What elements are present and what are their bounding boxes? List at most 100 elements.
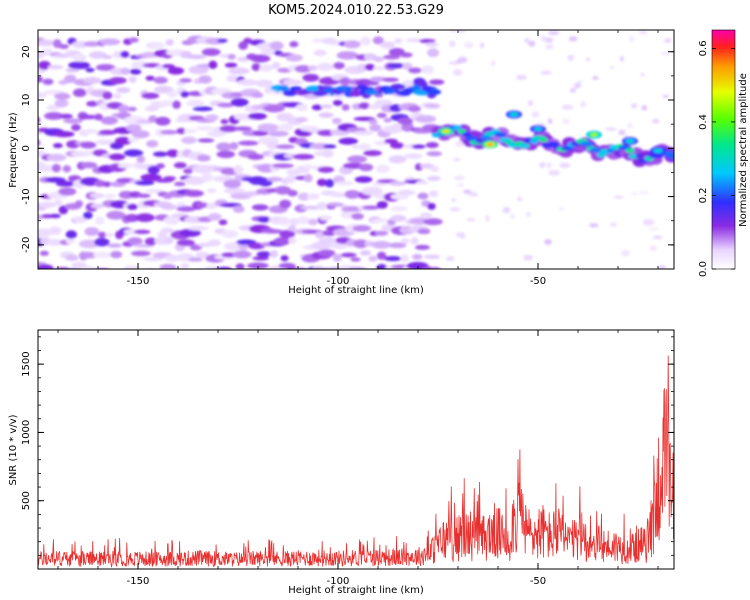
heatmap-cell	[180, 90, 190, 98]
heatmap-cell	[386, 63, 407, 69]
heatmap-cell	[333, 62, 345, 70]
heatmap-cell	[443, 129, 449, 133]
heatmap-cell	[54, 99, 69, 108]
heatmap-cell	[368, 255, 378, 262]
heatmap-cell	[207, 239, 221, 247]
heatmap-cell	[120, 67, 131, 75]
heatmap-cell	[54, 92, 71, 100]
heatmap-cell	[540, 70, 552, 75]
heatmap-cell	[410, 84, 422, 91]
heatmap-cell	[523, 254, 533, 261]
heatmap-cell	[320, 104, 333, 109]
colorbar-gradient	[712, 30, 735, 269]
heatmap-cell	[589, 223, 599, 228]
heatmap-cell	[252, 130, 269, 136]
heatmap-cell	[259, 64, 274, 72]
heatmap-cell	[449, 30, 459, 33]
heatmap-x-tick-label: -150	[127, 276, 150, 287]
heatmap-cell	[577, 80, 583, 84]
heatmap-cell	[279, 216, 290, 226]
heatmap-cell	[466, 218, 476, 222]
heatmap-y-tick-label: -20	[21, 237, 32, 253]
heatmap-cell	[277, 123, 294, 132]
heatmap-cell	[591, 133, 597, 137]
heatmap-cell	[335, 181, 354, 186]
heatmap-cell	[133, 229, 151, 235]
heatmap-cell	[173, 181, 186, 187]
heatmap-cell	[546, 44, 552, 51]
snr-x-axis-label: Height of straight line (km)	[288, 585, 424, 596]
heatmap-cell	[323, 144, 337, 149]
heatmap-cell	[397, 189, 416, 196]
heatmap-cell	[642, 218, 655, 226]
heatmap-cell	[279, 229, 296, 239]
heatmap-cell	[257, 216, 271, 223]
heatmap-cell	[112, 93, 122, 99]
heatmap-cell	[228, 67, 250, 75]
heatmap-cell	[429, 190, 439, 198]
heatmap-cell	[319, 215, 332, 221]
heatmap-cell	[74, 200, 84, 208]
heatmap-cell	[287, 91, 293, 96]
heatmap-cell	[252, 256, 269, 261]
heatmap-cell	[152, 42, 165, 49]
heatmap-cell	[390, 214, 407, 222]
heatmap-cell	[494, 132, 507, 138]
heatmap-cell	[58, 187, 77, 196]
heatmap-cell	[376, 264, 387, 269]
heatmap-cell	[580, 101, 586, 108]
heatmap-cell	[152, 151, 168, 157]
heatmap-cell	[350, 257, 361, 262]
heatmap-cell	[316, 178, 327, 187]
heatmap-cell	[376, 251, 387, 260]
heatmap-cell	[371, 240, 391, 249]
heatmap-cell	[314, 231, 326, 239]
heatmap-cell	[399, 52, 413, 58]
heatmap-cell	[250, 54, 271, 63]
heatmap-cell	[353, 130, 374, 136]
heatmap-cell	[335, 91, 341, 96]
heatmap-cell	[628, 35, 635, 43]
heatmap-cells	[38, 30, 674, 269]
heatmap-cell	[410, 237, 419, 245]
heatmap-cell	[78, 114, 99, 120]
heatmap-x-ticks: -150 -100 -50	[57, 30, 659, 287]
heatmap-cell	[525, 211, 532, 218]
heatmap-cell	[384, 256, 402, 262]
heatmap-cell	[426, 151, 443, 157]
heatmap-cell	[648, 226, 660, 231]
heatmap-cell	[147, 165, 160, 175]
heatmap-cell	[44, 112, 64, 120]
heatmap-cell	[518, 143, 531, 149]
heatmap-cell	[153, 85, 174, 94]
heatmap-cell	[94, 238, 110, 247]
heatmap-cell	[236, 79, 259, 86]
heatmap-cell	[414, 244, 431, 250]
heatmap-cell	[262, 229, 284, 234]
heatmap-cell	[38, 117, 41, 124]
heatmap-cell	[145, 75, 155, 81]
heatmap-cell	[176, 206, 196, 212]
heatmap-cell	[197, 138, 215, 143]
heatmap-cell	[39, 250, 49, 256]
heatmap-cell	[226, 75, 239, 83]
heatmap-cell	[136, 193, 151, 198]
heatmap-cell	[233, 126, 253, 131]
heatmap-cell	[55, 266, 71, 269]
heatmap-cell	[216, 266, 232, 269]
heatmap-cell	[562, 118, 570, 125]
heatmap-cell	[293, 86, 299, 91]
heatmap-cell	[280, 255, 289, 262]
heatmap-cell	[180, 263, 190, 269]
heatmap-cell	[354, 176, 373, 183]
colorbar-tick-label: 0.4	[698, 114, 709, 130]
heatmap-cell	[407, 105, 422, 113]
heatmap-x-tick-label: -50	[530, 276, 546, 287]
heatmap-cell	[99, 38, 121, 46]
heatmap-cell	[183, 189, 204, 197]
heatmap-cell	[223, 242, 244, 251]
colorbar-frame	[711, 29, 736, 270]
heatmap-cell	[502, 206, 511, 214]
heatmap-cell	[84, 266, 96, 269]
heatmap-cell	[408, 217, 429, 225]
